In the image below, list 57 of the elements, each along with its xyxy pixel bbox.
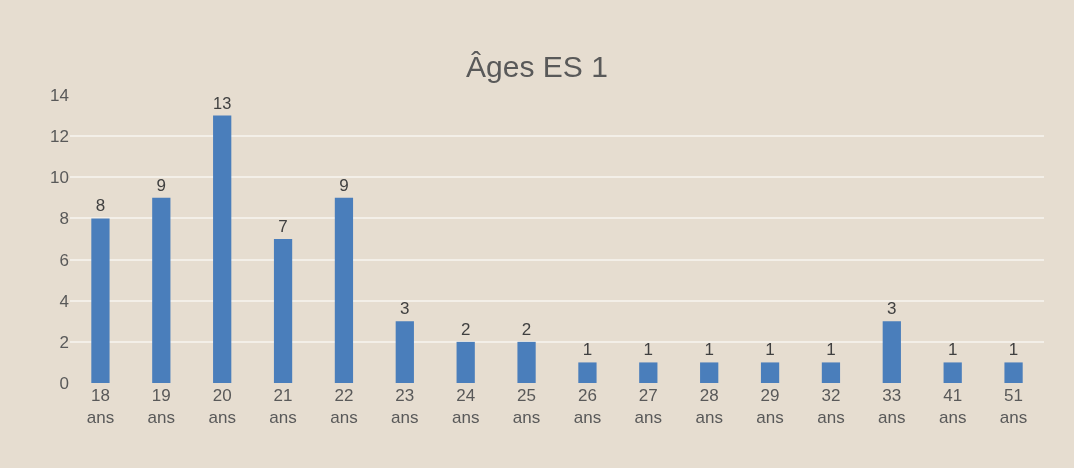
x-tick-label: 32 ans <box>817 386 845 428</box>
bar <box>821 362 841 383</box>
data-label: 1 <box>947 340 958 360</box>
x-tick-label: 41 ans <box>938 386 967 428</box>
bar <box>943 362 962 383</box>
data-label: 9 <box>339 175 349 195</box>
x-tick-label: 27 ans <box>634 386 663 428</box>
data-label: 13 <box>213 93 232 112</box>
bar <box>639 362 658 383</box>
y-tick-label: 6 <box>59 250 69 270</box>
y-tick-label: 2 <box>59 332 69 352</box>
x-tick-label: 23 ans <box>391 386 419 428</box>
bar <box>152 197 171 383</box>
bar <box>456 341 475 383</box>
bar <box>334 197 354 383</box>
data-label: 1 <box>826 340 836 360</box>
y-tick-label: 10 <box>50 168 69 188</box>
data-label: 8 <box>95 196 106 216</box>
bar <box>578 362 597 383</box>
bar <box>517 341 536 383</box>
data-label: 2 <box>521 319 532 339</box>
x-tick-label: 25 ans <box>512 386 541 428</box>
y-tick-label: 0 <box>59 373 69 393</box>
bar <box>1004 362 1023 383</box>
data-label: 7 <box>278 217 288 236</box>
x-tick-label: 33 ans <box>878 386 906 428</box>
data-label: 1 <box>582 340 593 360</box>
y-tick-label: 8 <box>59 209 69 229</box>
bar <box>273 239 293 383</box>
bar <box>91 218 110 383</box>
bar <box>882 321 901 383</box>
y-tick-label: 4 <box>59 291 69 311</box>
bar <box>395 321 414 383</box>
y-tick-label: 12 <box>50 127 69 147</box>
x-tick-label: 24 ans <box>451 386 480 428</box>
data-label: 1 <box>643 340 654 360</box>
data-label: 1 <box>1008 340 1019 360</box>
x-tick-label: 20 ans <box>208 386 236 428</box>
bar <box>700 362 719 383</box>
x-tick-label: 28 ans <box>695 386 723 428</box>
data-label: 3 <box>400 299 410 319</box>
x-tick-label: 18 ans <box>86 386 115 428</box>
x-tick-label: 51 ans <box>999 386 1028 428</box>
bar <box>760 362 780 383</box>
y-tick-label: 14 <box>50 85 69 105</box>
x-tick-label: 22 ans <box>330 386 358 428</box>
x-tick-label: 26 ans <box>573 386 602 428</box>
data-label: 1 <box>704 340 714 360</box>
data-label: 1 <box>765 340 775 360</box>
x-tick-label: 29 ans <box>756 386 784 428</box>
x-tick-label: 21 ans <box>269 386 297 428</box>
data-label: 9 <box>156 175 167 195</box>
bar <box>213 115 232 383</box>
chart-title: Âges ES 1 <box>466 50 608 84</box>
data-label: 3 <box>887 299 897 319</box>
data-label: 2 <box>460 319 471 339</box>
x-tick-label: 19 ans <box>147 386 176 428</box>
